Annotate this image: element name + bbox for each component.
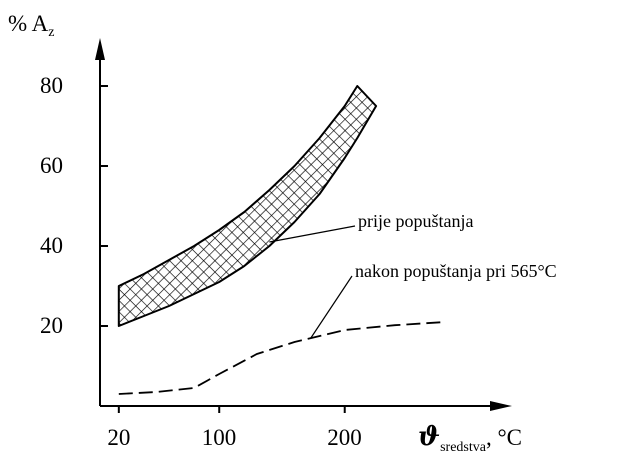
- annotation-leader-line: [310, 275, 353, 339]
- series-band-prije-popustanja: [117, 85, 378, 327]
- y-axis-arrow: [95, 38, 105, 60]
- x-tick-label: 200: [327, 425, 362, 450]
- y-tick-label: 20: [40, 313, 63, 338]
- x-tick-label: 20: [107, 425, 131, 450]
- annotation-leader-line: [269, 225, 356, 243]
- annotation-label: prije popuštanja: [358, 211, 474, 231]
- annotation-label: nakon popuštanja pri 565°C: [355, 261, 557, 281]
- series-line-nakon-popustanja: [118, 321, 446, 395]
- x-tick-label: 100: [201, 425, 237, 450]
- y-tick-label: 80: [40, 73, 63, 98]
- x-axis-label: ϑsredstva, °C: [418, 422, 523, 455]
- x-axis-arrow: [490, 401, 512, 411]
- theta-symbol: ϑ: [418, 422, 441, 452]
- y-axis-label: % Az: [8, 11, 55, 40]
- y-tick-label: 40: [40, 233, 63, 258]
- y-tick-label: 60: [40, 153, 63, 178]
